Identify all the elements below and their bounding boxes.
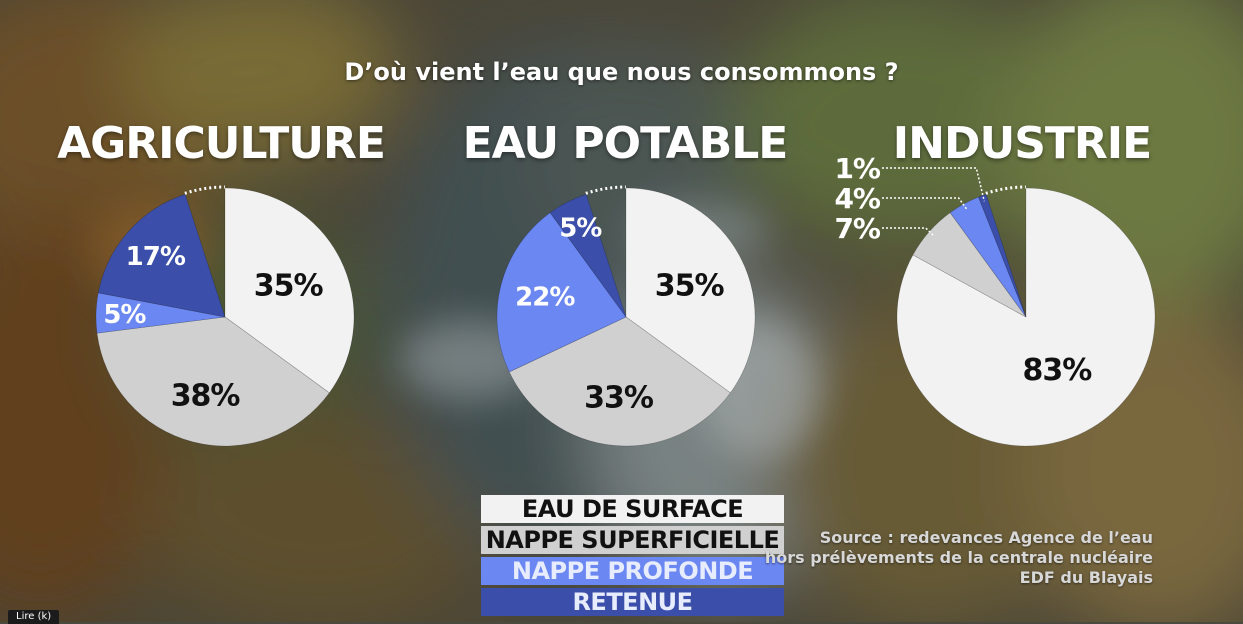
pie-slice-eau-de-surface bbox=[896, 187, 1156, 447]
pie-slice-nappe-profonde bbox=[496, 212, 627, 373]
pie-title-eau-potable: EAU POTABLE bbox=[462, 118, 789, 169]
pie-remainder-arc bbox=[184, 185, 226, 195]
pie-title-industrie: INDUSTRIE bbox=[892, 118, 1152, 169]
pie-slice-nappe-superficielle bbox=[96, 316, 330, 447]
legend-item-retenue: RETENUE bbox=[481, 588, 784, 616]
legend-item-nappe-superficielle: NAPPE SUPERFICIELLE bbox=[481, 526, 784, 554]
source-line: hors prélèvements de la centrale nucléai… bbox=[764, 548, 1153, 567]
data-label-retenue: 5% bbox=[559, 214, 602, 244]
pie-remainder-arc bbox=[585, 185, 627, 195]
legend-item-nappe-profonde: NAPPE PROFONDE bbox=[481, 557, 784, 585]
leader-line bbox=[882, 167, 986, 202]
data-label-retenue: 1% bbox=[834, 152, 880, 185]
pie-slice-retenue bbox=[97, 193, 226, 318]
leader-line bbox=[882, 197, 968, 210]
data-label-nappe-superficielle: 38% bbox=[171, 378, 241, 413]
pie-eau-potable: 35% 33% 22% 5% bbox=[496, 185, 756, 447]
pie-agriculture: 35% 38% 5% 17% bbox=[95, 185, 355, 447]
pie-slice-retenue bbox=[549, 193, 627, 318]
data-label-nappe-superficielle: 33% bbox=[584, 380, 654, 415]
data-label-eau-de-surface: 83% bbox=[1022, 353, 1092, 388]
pie-remainder-arc bbox=[985, 185, 1027, 195]
data-label-retenue: 17% bbox=[126, 242, 186, 272]
data-label-eau-de-surface: 35% bbox=[655, 269, 725, 304]
pie-slice-nappe-profonde bbox=[95, 292, 226, 334]
pie-slice-nappe-superficielle bbox=[508, 316, 731, 447]
data-label-eau-de-surface: 35% bbox=[254, 269, 324, 304]
pie-slice-eau-de-surface bbox=[224, 187, 355, 394]
source-line: EDF du Blayais bbox=[1019, 568, 1153, 587]
chart-title: D’où vient l’eau que nous consommons ? bbox=[344, 58, 899, 86]
source-line: Source : redevances Agence de l’eau bbox=[819, 528, 1153, 547]
leader-line bbox=[882, 227, 935, 237]
data-label-nappe-superficielle: 7% bbox=[834, 212, 880, 245]
legend: EAU DE SURFACE NAPPE SUPERFICIELLE NAPPE… bbox=[481, 495, 784, 619]
data-label-nappe-profonde: 4% bbox=[834, 182, 880, 215]
pie-slice-retenue bbox=[978, 193, 1027, 318]
pie-slice-eau-de-surface bbox=[625, 187, 756, 394]
data-label-nappe-profonde: 5% bbox=[103, 300, 146, 330]
source-note: Source : redevances Agence de l’eau hors… bbox=[760, 528, 1153, 588]
corner-tag: Lire (k) bbox=[8, 610, 60, 624]
pie-industrie: 83% 7%4%1% bbox=[834, 152, 1156, 447]
data-label-nappe-profonde: 22% bbox=[515, 283, 575, 313]
pie-title-agriculture: AGRICULTURE bbox=[57, 118, 386, 169]
legend-item-eau-de-surface: EAU DE SURFACE bbox=[481, 495, 784, 523]
